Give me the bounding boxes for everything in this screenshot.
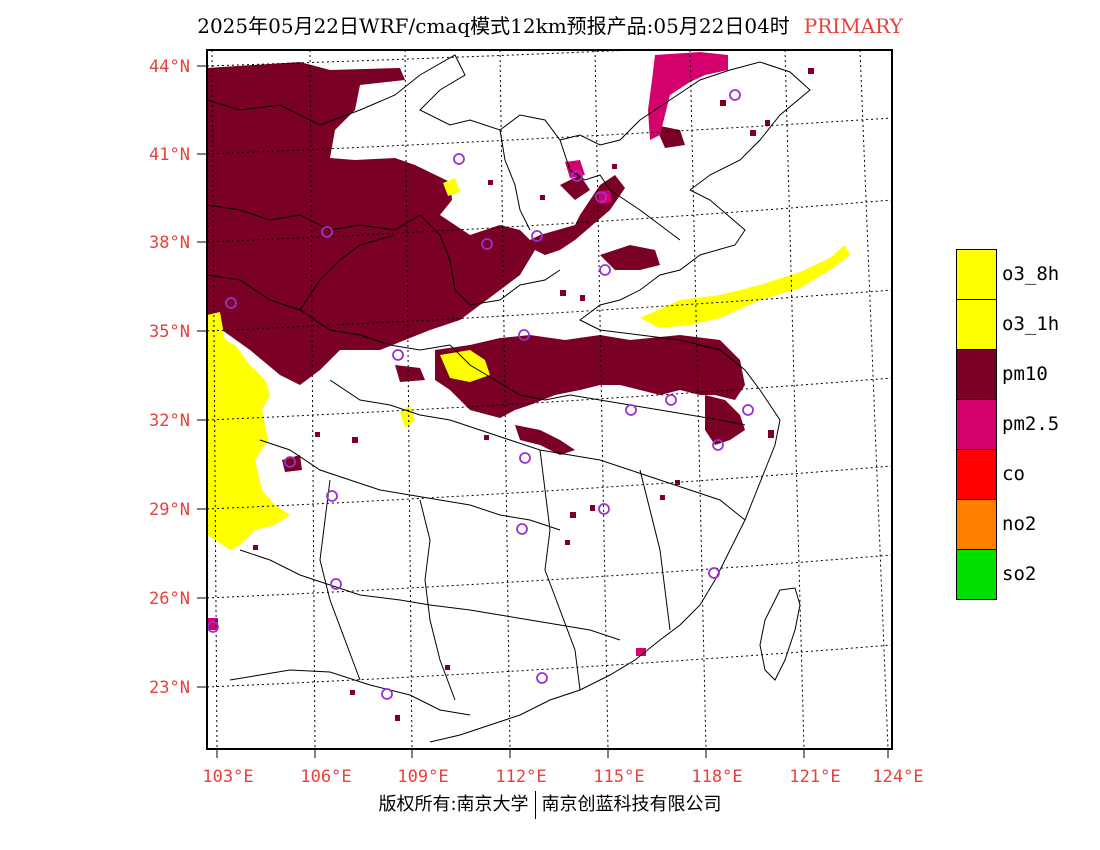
speckle-dots (253, 68, 814, 721)
legend-label: no2 (1002, 513, 1037, 535)
lat-label-38: 38°N (149, 233, 190, 253)
footer-separator (534, 791, 536, 819)
legend-swatch (956, 549, 997, 600)
lon-label-124: 124°E (872, 767, 923, 787)
pm10-hubei (515, 425, 575, 455)
pm10-sichuan (282, 455, 302, 472)
taiwan-outline (759, 587, 801, 681)
legend-label: o3_1h (1002, 313, 1060, 335)
legend-swatch (956, 349, 997, 400)
lon-label-121: 121°E (789, 767, 840, 787)
o3-sichuan-spot (400, 405, 415, 428)
legend-swatch (956, 399, 997, 450)
station-markers (207, 89, 754, 700)
legend-label: so2 (1002, 563, 1037, 585)
primary-badge: PRIMARY (803, 14, 903, 38)
pm10-jiangsu (705, 395, 745, 445)
lat-axis: 44°N 41°N 38°N 35°N 32°N 29°N 26°N 23°N (149, 57, 207, 698)
pm10-shandong (600, 245, 660, 270)
pm25-beijing (565, 160, 585, 178)
legend-label: pm10 (1002, 363, 1048, 385)
o3-southwest (207, 312, 290, 550)
pm10-regions (207, 62, 745, 472)
lat-label-32: 32°N (149, 411, 190, 431)
lon-label-109: 109°E (397, 767, 448, 787)
legend-label: pm2.5 (1002, 413, 1060, 435)
map-title: 2025年05月22日WRF/cmaq模式12km预报产品:05月22日04时 P… (0, 10, 1100, 39)
boundaries (207, 54, 811, 743)
lat-label-44: 44°N (149, 57, 190, 77)
legend-swatch (956, 299, 997, 350)
lat-label-26: 26°N (149, 589, 190, 609)
copyright-left: 版权所有:南京大学 (378, 794, 529, 815)
map-content (207, 50, 892, 749)
pm10-shaanxi (395, 365, 425, 382)
pm25-northeast (648, 52, 728, 140)
o3-henan (440, 350, 490, 382)
lat-label-29: 29°N (149, 500, 190, 520)
lon-label-112: 112°E (495, 767, 546, 787)
legend-label: co (1002, 463, 1025, 485)
pm25-yunnan (207, 618, 218, 630)
o3-regions (207, 178, 850, 550)
copyright-footer: 版权所有:南京大学 南京创蓝科技有限公司 (0, 790, 1100, 819)
pm25-guangdong (636, 648, 646, 656)
lat-label-35: 35°N (149, 322, 190, 342)
lon-label-115: 115°E (593, 767, 644, 787)
legend-swatch (956, 499, 997, 550)
o3-north-spot (443, 178, 460, 196)
pm25-regions (207, 52, 728, 656)
legend-swatch (956, 449, 997, 500)
pm25-hebei (598, 190, 612, 204)
legend-label: o3_8h (1002, 263, 1060, 285)
lon-label-106: 106°E (300, 767, 351, 787)
lon-axis: 103°E 106°E 109°E 112°E 115°E 118°E 121°… (202, 749, 924, 787)
meridians (211, 50, 889, 749)
lon-label-118: 118°E (691, 767, 742, 787)
pm10-beijing (560, 175, 590, 200)
lat-label-23: 23°N (149, 678, 190, 698)
pm10-central-band (435, 335, 745, 418)
map-frame (206, 49, 893, 750)
legend-swatch (956, 249, 997, 300)
lon-label-103: 103°E (202, 767, 253, 787)
pm10-north-west (207, 62, 625, 385)
copyright-right: 南京创蓝科技有限公司 (541, 794, 722, 815)
lat-label-41: 41°N (149, 145, 190, 165)
o3-yellow-sea-band (640, 245, 850, 328)
title-text: 2025年05月22日WRF/cmaq模式12km预报产品:05月22日04时 (197, 14, 790, 38)
